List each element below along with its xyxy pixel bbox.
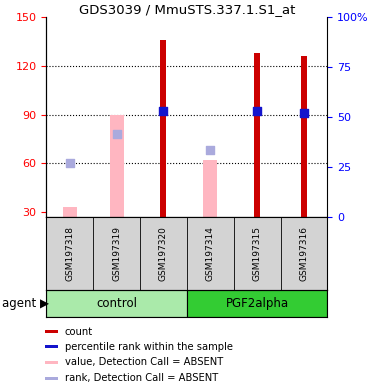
Text: control: control xyxy=(96,297,137,310)
Bar xyxy=(301,56,307,217)
Text: GSM197318: GSM197318 xyxy=(65,226,74,281)
Text: GSM197316: GSM197316 xyxy=(300,226,309,281)
Text: count: count xyxy=(65,327,93,337)
Text: agent ▶: agent ▶ xyxy=(2,297,49,310)
Bar xyxy=(160,40,166,217)
Text: GSM197314: GSM197314 xyxy=(206,226,215,281)
Text: GSM197315: GSM197315 xyxy=(253,226,262,281)
Title: GDS3039 / MmuSTS.337.1.S1_at: GDS3039 / MmuSTS.337.1.S1_at xyxy=(79,3,295,16)
Bar xyxy=(45,330,58,333)
Bar xyxy=(46,290,187,317)
Bar xyxy=(254,53,260,217)
Point xyxy=(254,108,260,114)
Text: GSM197319: GSM197319 xyxy=(112,226,121,281)
Bar xyxy=(45,345,58,348)
Bar xyxy=(203,160,217,217)
Bar xyxy=(45,377,58,380)
Bar xyxy=(45,361,58,364)
Text: GSM197320: GSM197320 xyxy=(159,226,168,281)
Point xyxy=(301,110,307,116)
Bar xyxy=(187,290,327,317)
Text: value, Detection Call = ABSENT: value, Detection Call = ABSENT xyxy=(65,358,223,367)
Point xyxy=(67,160,73,166)
Point xyxy=(114,131,120,137)
Text: rank, Detection Call = ABSENT: rank, Detection Call = ABSENT xyxy=(65,373,218,383)
Bar xyxy=(63,207,77,217)
Point xyxy=(207,147,213,154)
Point xyxy=(161,108,167,114)
Text: PGF2alpha: PGF2alpha xyxy=(226,297,289,310)
Bar xyxy=(110,115,124,217)
Text: percentile rank within the sample: percentile rank within the sample xyxy=(65,342,233,352)
